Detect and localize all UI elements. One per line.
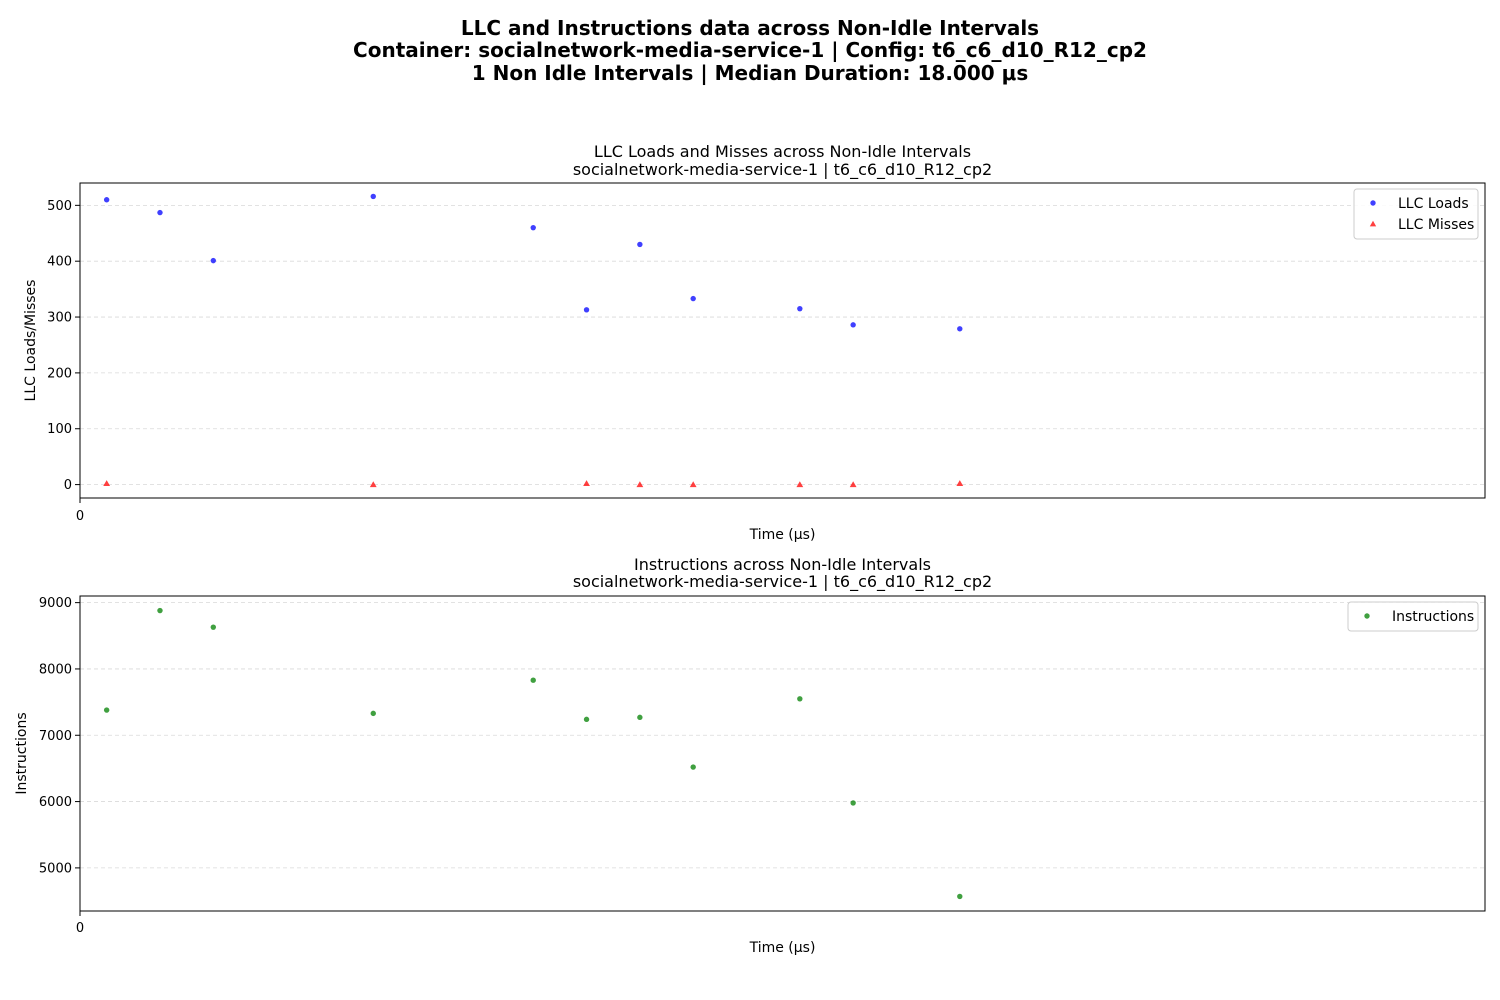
figure-title-line-2: Container: socialnetwork-media-service-1…	[353, 38, 1147, 62]
data-point-instructions	[370, 710, 376, 717]
data-point-llc-loads	[530, 224, 536, 231]
data-point-instructions	[637, 714, 643, 721]
data-point-instructions	[583, 716, 590, 723]
y-tick-label: 5000	[39, 861, 72, 876]
data-point-instructions	[957, 893, 963, 900]
y-tick-label: 0	[64, 478, 72, 493]
legend-marker-triangle	[1369, 220, 1377, 227]
plot-frame	[79, 595, 1486, 912]
figure-title-line-1: LLC and Instructions data across Non-Idl…	[461, 16, 1039, 40]
legend-marker-circle	[1364, 613, 1370, 619]
plot-frame	[79, 182, 1486, 499]
y-tick-label: 7000	[39, 729, 72, 744]
data-point-llc-loads	[103, 197, 110, 203]
y-tick-label: 300	[47, 311, 72, 326]
data-point-instructions	[850, 800, 856, 806]
data-point-llc-loads	[583, 307, 590, 313]
legend-label: LLC Loads	[1398, 196, 1469, 212]
legend-label: LLC Misses	[1398, 217, 1474, 233]
y-tick-label: 8000	[39, 662, 72, 677]
data-point-instructions	[797, 696, 803, 702]
data-point-llc-misses	[369, 481, 377, 488]
y-tick-label: 400	[47, 255, 72, 270]
data-point-llc-loads	[637, 241, 643, 248]
data-point-llc-loads	[157, 209, 163, 216]
data-point-llc-loads	[210, 257, 217, 264]
legend-box	[1353, 188, 1479, 240]
x-axis-label: Time (μs)	[749, 527, 816, 543]
llc-panel: LLC Loads and Misses across Non-Idle Int…	[23, 142, 1486, 543]
y-tick-label: 6000	[39, 795, 72, 810]
data-point-instructions	[690, 764, 696, 770]
legend-marker-circle	[1370, 200, 1376, 206]
data-point-llc-misses	[636, 481, 644, 488]
x-tick-label: 0	[76, 509, 84, 524]
chart-title-line-2: socialnetwork-media-service-1 | t6_c6_d1…	[573, 160, 992, 180]
data-point-llc-loads	[957, 326, 963, 332]
data-point-llc-misses	[849, 481, 857, 488]
data-point-llc-loads	[370, 193, 376, 200]
y-tick-label: 100	[47, 422, 72, 437]
data-point-llc-loads	[797, 305, 803, 312]
y-tick-label: 200	[47, 366, 72, 381]
chart-title-line-1: Instructions across Non-Idle Intervals	[634, 555, 931, 574]
x-axis-label: Time (μs)	[749, 940, 816, 956]
figure-title-line-3: 1 Non Idle Intervals | Median Duration: …	[472, 61, 1029, 85]
data-point-llc-misses	[796, 481, 804, 488]
data-point-llc-loads	[690, 295, 696, 302]
y-tick-label: 500	[47, 199, 72, 214]
data-point-llc-misses	[689, 481, 697, 488]
data-point-instructions	[103, 707, 110, 713]
data-point-llc-loads	[850, 322, 856, 328]
y-axis-label: LLC Loads/Misses	[23, 280, 39, 402]
y-tick-label: 9000	[39, 596, 72, 611]
instructions-panel: Instructions across Non-Idle Intervalsso…	[14, 555, 1486, 956]
data-point-instructions	[530, 677, 536, 683]
legend-box	[1347, 601, 1479, 632]
data-point-llc-misses	[956, 480, 964, 487]
chart-title-line-1: LLC Loads and Misses across Non-Idle Int…	[594, 142, 971, 161]
data-point-llc-misses	[103, 480, 111, 487]
data-point-instructions	[157, 607, 163, 614]
x-tick-label: 0	[76, 921, 84, 936]
y-axis-label: Instructions	[14, 712, 30, 794]
data-point-llc-misses	[583, 480, 590, 487]
data-point-instructions	[210, 624, 217, 630]
chart-title-line-2: socialnetwork-media-service-1 | t6_c6_d1…	[573, 572, 992, 592]
legend-label: Instructions	[1392, 609, 1474, 625]
